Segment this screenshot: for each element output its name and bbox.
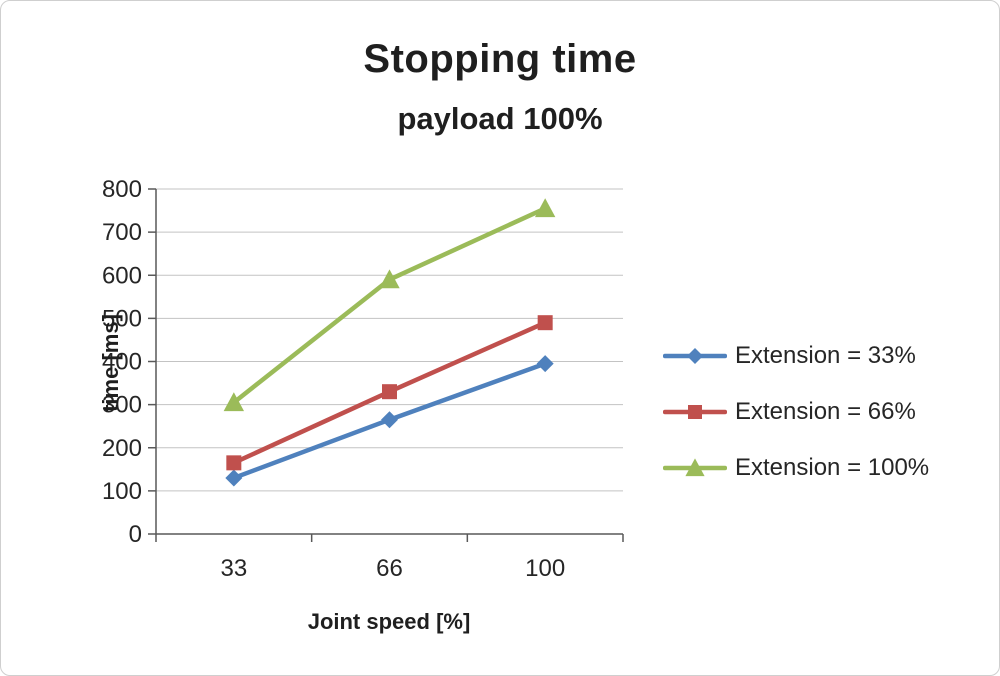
chart-title: Stopping time xyxy=(363,37,637,81)
y-tick-label: 200 xyxy=(102,435,142,462)
data-point-square-marker xyxy=(688,405,702,419)
data-point-diamond-marker xyxy=(536,355,554,373)
chart-subtitle: payload 100% xyxy=(397,101,603,136)
data-point-diamond-marker xyxy=(687,348,703,364)
y-tick-label: 800 xyxy=(102,176,142,203)
y-tick-label: 400 xyxy=(102,349,142,376)
data-point-square-marker xyxy=(537,315,553,331)
legend-item: Extension = 66% xyxy=(662,397,929,427)
legend-label: Extension = 66% xyxy=(735,398,916,425)
x-tick-label: 33 xyxy=(220,555,247,582)
y-tick-label: 0 xyxy=(129,521,142,548)
legend-item: Extension = 33% xyxy=(662,341,929,371)
y-tick-label: 600 xyxy=(102,262,142,289)
data-point-diamond-marker xyxy=(381,411,398,429)
y-tick-label: 700 xyxy=(102,219,142,246)
legend: Extension = 33% Extension = 66% Extensio… xyxy=(662,341,930,483)
data-point-triangle-marker xyxy=(685,458,705,477)
x-axis-title: Joint speed [%] xyxy=(307,609,471,634)
y-tick-label: 100 xyxy=(102,478,142,505)
y-tick-label: 300 xyxy=(102,392,142,419)
data-point-square-marker xyxy=(382,384,397,400)
legend-label: Extension = 33% xyxy=(735,342,916,369)
y-axis-title: time [ms] xyxy=(98,314,123,412)
y-tick-label: 500 xyxy=(102,305,142,332)
data-point-square-marker xyxy=(226,455,242,471)
x-tick-label: 66 xyxy=(376,555,403,582)
data-point-triangle-marker xyxy=(379,269,400,289)
x-tick-label: 100 xyxy=(525,555,565,582)
series-line xyxy=(231,206,548,405)
legend-label: Extension = 100% xyxy=(735,454,930,481)
legend-marker-triangle-icon xyxy=(662,453,728,483)
data-point-diamond-marker xyxy=(225,469,243,487)
data-point-triangle-marker xyxy=(534,198,556,218)
legend-marker-diamond-icon xyxy=(662,341,728,371)
legend-item: Extension = 100% xyxy=(662,453,930,483)
legend-marker-square-icon xyxy=(662,397,728,427)
data-point-triangle-marker xyxy=(223,392,245,412)
